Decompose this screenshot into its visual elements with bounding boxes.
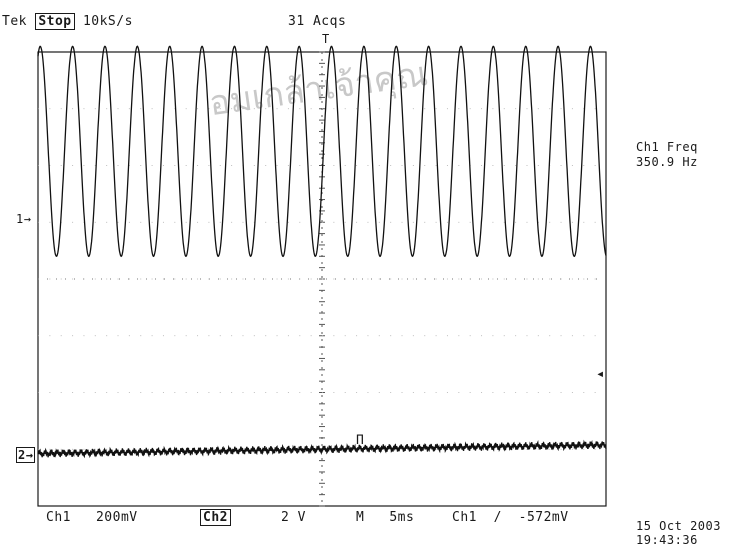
header-bar: Tek Stop 10kS/s	[2, 13, 133, 30]
ch1-ground-marker: 1→	[16, 212, 32, 226]
trigger-position-marker: T	[322, 32, 330, 46]
measurement-value: 350.9 Hz	[636, 155, 698, 169]
acquisition-count: 31 Acqs	[288, 14, 347, 29]
run-state-badge: Stop	[35, 13, 75, 30]
trigger-level-marker: ◂	[596, 366, 605, 382]
brand-label: Tek	[2, 14, 27, 29]
timestamp-time: 19:43:36	[636, 533, 698, 547]
time-label: M	[356, 510, 365, 525]
ch2-scale: 2 V	[280, 510, 306, 525]
trigger-source: Ch1	[452, 510, 477, 525]
ch2-label: Ch2	[200, 509, 231, 526]
ch1-label: Ch1	[46, 510, 71, 525]
waveform-trace-2	[37, 439, 607, 459]
graticule-grid	[38, 51, 606, 507]
time-scale: 5ms	[389, 510, 415, 525]
cursor-marker: Π	[356, 433, 365, 448]
ch1-scale: 200mV	[95, 510, 138, 525]
trigger-level: -572mV	[518, 510, 569, 525]
measurement-readout: Ch1 Freq 350.9 Hz	[636, 140, 698, 170]
timestamp-date: 15 Oct 2003	[636, 519, 721, 533]
sample-rate: 10kS/s	[82, 14, 133, 29]
trigger-slope: /	[493, 510, 502, 525]
waveform-trace-1	[37, 45, 607, 258]
ch2-scale-readout: Ch2 2 V	[200, 509, 306, 526]
ch1-scale-readout: Ch1 200mV	[46, 510, 138, 525]
waveform-traces	[37, 45, 607, 459]
timebase-readout: M 5ms	[356, 510, 414, 525]
measurement-label: Ch1 Freq	[636, 140, 698, 154]
trigger-readout: Ch1 / -572mV	[452, 510, 569, 525]
timestamp: 15 Oct 2003 19:43:36	[636, 519, 721, 547]
ch2-ground-marker: 2→	[16, 447, 36, 463]
